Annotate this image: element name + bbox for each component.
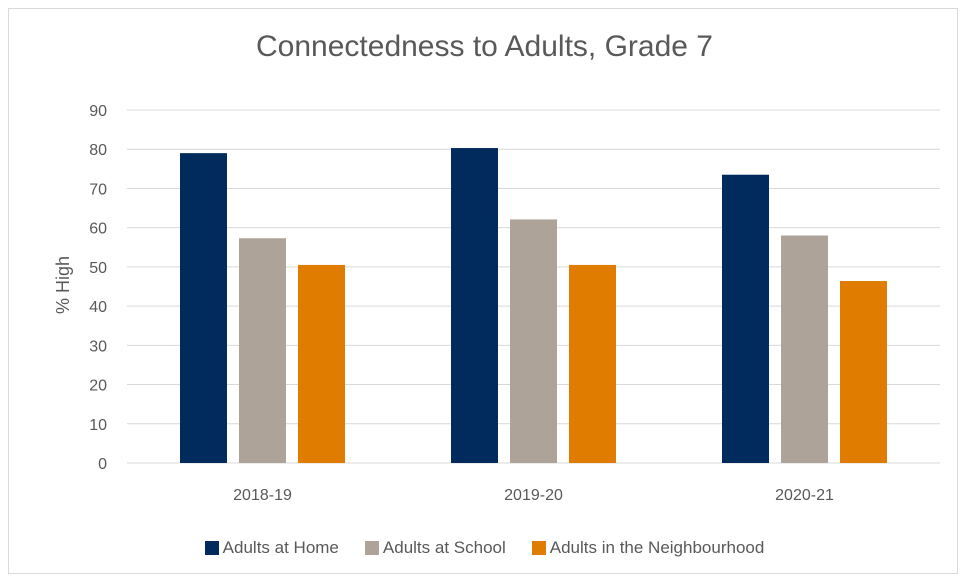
y-tick-label: 90 [89,103,107,120]
y-tick-label: 50 [89,260,107,277]
bar [451,148,498,463]
legend-label: Adults at School [382,538,506,557]
legend-swatch [364,541,379,555]
legend-item: Adults in the Neighbourhood [531,538,765,558]
legend-swatch [204,541,219,555]
legend-label: Adults in the Neighbourhood [549,538,765,557]
bar [722,174,769,463]
bar [781,235,828,463]
chart-title: Connectedness to Adults, Grade 7 [256,30,713,63]
y-tick-label: 0 [98,456,107,473]
y-tick-label: 60 [89,221,107,238]
y-tick-label: 30 [89,338,107,355]
x-tick-label: 2018-19 [233,487,292,504]
bars [180,148,887,463]
legend: Adults at Home Adults at School Adults in … [0,538,969,558]
bar [239,238,286,463]
legend-swatch [531,541,546,555]
y-tick-label: 70 [89,181,107,198]
x-tick-labels: 2018-19 2019-20 2020-21 [233,487,834,504]
bar [180,153,227,463]
legend-item: Adults at Home [204,538,339,558]
y-tick-label: 40 [89,299,107,316]
y-axis-label: % High [53,256,73,314]
legend-item: Adults at School [364,538,506,558]
y-tick-label: 10 [89,417,107,434]
bar [510,219,557,463]
y-tick-label: 20 [89,378,107,395]
y-tick-labels: 0 10 20 30 40 50 60 70 80 90 [89,103,107,473]
x-tick-label: 2020-21 [775,487,834,504]
x-tick-label: 2019-20 [504,487,563,504]
bar [840,281,887,463]
bar [298,264,345,463]
legend-label: Adults at Home [222,538,339,557]
bar [569,264,616,463]
y-tick-label: 80 [89,142,107,159]
